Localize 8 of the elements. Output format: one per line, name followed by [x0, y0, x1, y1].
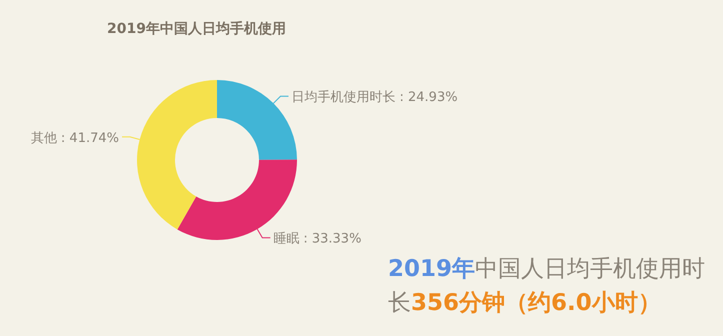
text: 2019年中国人日均手机使用时长356分钟（约6.0小时） — [388, 256, 706, 316]
data-label: : 41.74% — [60, 130, 120, 146]
slice-label: 其他 — [30, 130, 57, 146]
slice-label: 日均手机使用时长 — [292, 90, 396, 106]
chart-title: 2019年中国人日均手机使用 — [107, 20, 286, 37]
data-label: : 24.93% — [400, 90, 458, 106]
slice-label: 睡眠 — [273, 232, 300, 247]
data-label: : 33.33% — [303, 232, 362, 247]
